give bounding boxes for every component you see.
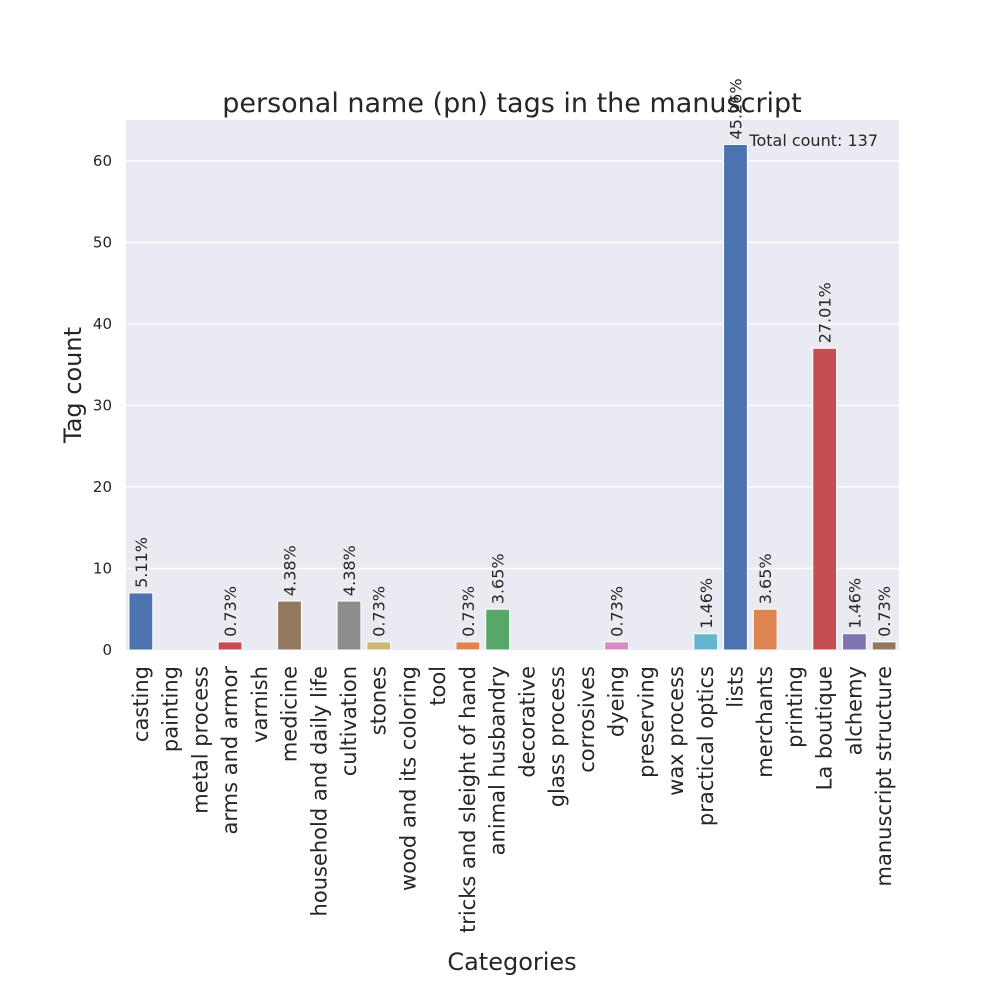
x-tick-label: dyeing bbox=[605, 666, 629, 737]
bars-group bbox=[128, 143, 897, 651]
x-tick-label: decorative bbox=[515, 666, 539, 778]
percentage-label: 0.73% bbox=[370, 586, 389, 637]
y-tick-label: 40 bbox=[93, 315, 112, 333]
percentage-label: 1.46% bbox=[697, 578, 716, 629]
x-tick-label: stones bbox=[367, 666, 391, 735]
percentage-label: 3.65% bbox=[756, 553, 775, 604]
bar bbox=[455, 641, 481, 651]
x-tick-label: casting bbox=[129, 666, 153, 742]
x-tick-label: merchants bbox=[753, 666, 777, 778]
percentage-label: 27.01% bbox=[816, 282, 835, 343]
bar bbox=[693, 633, 719, 651]
x-tick-label: preserving bbox=[634, 666, 658, 778]
percentage-label: 0.73% bbox=[459, 586, 478, 637]
y-tick-labels-group: 0 10 20 30 40 50 60 bbox=[93, 152, 112, 659]
x-tick-labels-group: casting painting metal process arms and arm… bbox=[129, 666, 896, 933]
x-tick-label: manuscript structure bbox=[872, 666, 896, 886]
x-tick-label: arms and armor bbox=[218, 666, 242, 835]
x-tick-label: wax process bbox=[664, 666, 688, 796]
x-tick-label: varnish bbox=[248, 666, 272, 743]
grid-lines bbox=[126, 160, 899, 570]
percentage-label: 0.73% bbox=[608, 586, 627, 637]
percentage-label: 4.38% bbox=[281, 545, 300, 596]
percentage-label: 0.73% bbox=[221, 586, 240, 637]
x-tick-label: painting bbox=[159, 666, 183, 752]
chart-title: personal name (pn) tags in the manuscrip… bbox=[222, 88, 802, 119]
percentage-label: 3.65% bbox=[489, 553, 508, 604]
bar bbox=[812, 347, 838, 651]
percentage-label: 4.38% bbox=[340, 545, 359, 596]
x-tick-label: practical optics bbox=[694, 666, 718, 826]
x-tick-label: household and daily life bbox=[307, 666, 331, 916]
x-tick-label: corrosives bbox=[575, 666, 599, 773]
bar bbox=[842, 633, 867, 651]
y-tick-label: 0 bbox=[102, 641, 112, 659]
bar bbox=[871, 641, 897, 651]
x-tick-label: printing bbox=[783, 666, 807, 748]
percentage-label: 1.46% bbox=[845, 578, 864, 629]
percentage-labels-group: 5.11% 0.73% 4.38% 4.38% 0.73% 0.73% 3.65% 0.73%… bbox=[132, 78, 894, 636]
bar bbox=[485, 608, 511, 651]
x-tick-label: tool bbox=[426, 666, 450, 706]
y-tick-label: 10 bbox=[93, 559, 112, 577]
x-tick-label: lists bbox=[723, 666, 747, 708]
x-axis-label: Categories bbox=[447, 948, 576, 976]
x-tick-label: tricks and sleight of hand bbox=[456, 666, 480, 933]
x-tick-label: alchemy bbox=[842, 666, 866, 755]
bar bbox=[336, 600, 362, 651]
x-tick-label: medicine bbox=[278, 666, 302, 762]
x-tick-label: La boutique bbox=[813, 666, 837, 790]
bar bbox=[217, 641, 243, 651]
y-tick-label: 30 bbox=[93, 396, 112, 414]
x-tick-label: animal husbandry bbox=[486, 666, 510, 855]
x-tick-label: metal process bbox=[188, 666, 212, 814]
y-axis-label: Tag count bbox=[59, 327, 87, 444]
y-tick-label: 60 bbox=[93, 152, 112, 170]
bar bbox=[366, 641, 392, 651]
percentage-label: 0.73% bbox=[875, 586, 894, 637]
bar bbox=[277, 600, 302, 651]
bar bbox=[723, 143, 748, 651]
total-count-annotation: Total count: 137 bbox=[748, 131, 878, 150]
y-tick-label: 50 bbox=[93, 233, 112, 251]
bar bbox=[752, 608, 778, 651]
plot-area bbox=[126, 120, 899, 650]
bar bbox=[128, 592, 154, 651]
percentage-label: 5.11% bbox=[132, 537, 151, 588]
x-tick-label: wood and its coloring bbox=[396, 666, 420, 891]
bar bbox=[604, 641, 629, 651]
x-tick-label: cultivation bbox=[337, 666, 361, 776]
percentage-label: 45.26% bbox=[726, 78, 745, 139]
x-tick-label: glass process bbox=[545, 666, 569, 807]
y-tick-label: 20 bbox=[93, 478, 112, 496]
